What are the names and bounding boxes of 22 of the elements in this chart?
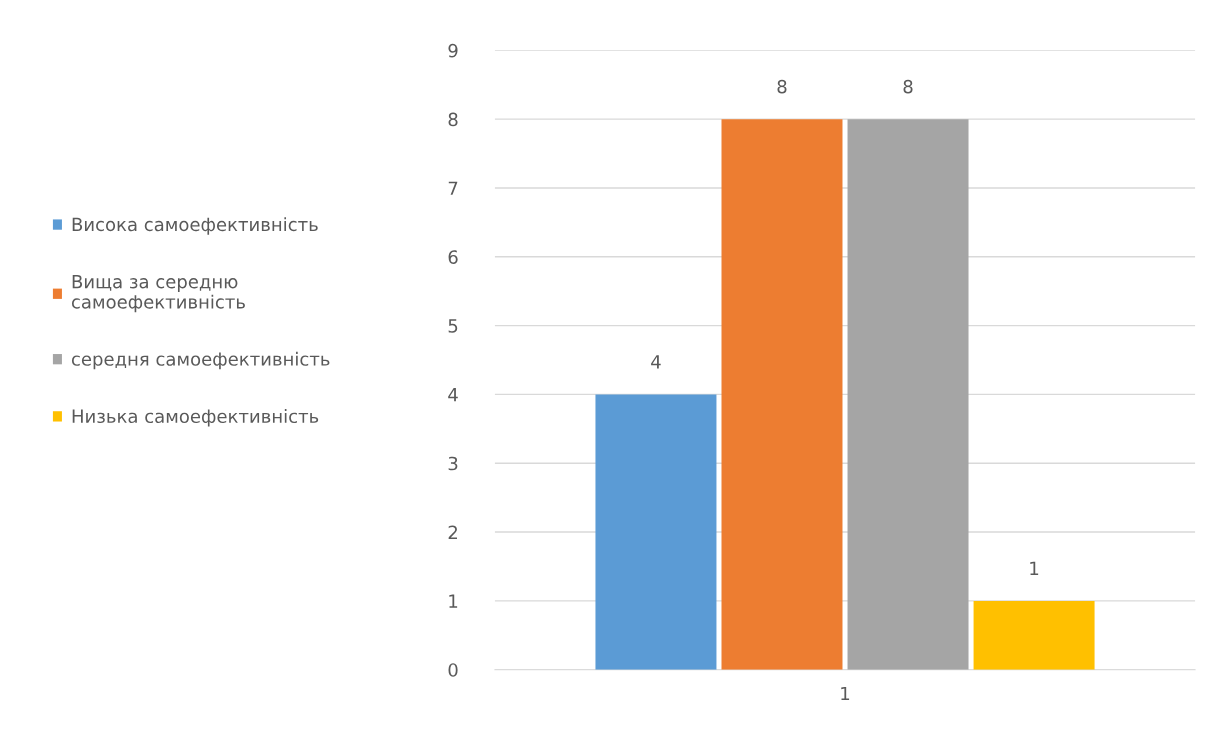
y-tick-label: 8 [448,112,458,127]
data-label: 1 [1030,561,1039,575]
legend-label: середня самоефективність [71,351,330,370]
y-tick-label: 0 [448,663,458,677]
bar [721,119,843,670]
bar [973,600,1095,670]
y-tick-label: 6 [448,250,458,264]
bar [847,119,969,670]
y-tick-label: 3 [448,456,458,471]
data-label: 8 [903,79,913,94]
y-tick-label: 9 [448,43,458,58]
legend-label: Висока самоефективність [72,217,318,235]
y-tick-label: 4 [448,388,458,402]
legend-label: Низька самоефективність [72,409,319,427]
y-tick-label: 1 [449,594,458,608]
bar [595,394,717,670]
data-label: 4 [651,355,661,369]
y-tick-label: 7 [448,181,458,195]
y-tick-label: 2 [448,525,457,539]
legend-label: Вища за середню самоефективність [71,275,245,313]
y-tick-label: 5 [448,319,458,333]
data-label: 8 [777,79,787,94]
